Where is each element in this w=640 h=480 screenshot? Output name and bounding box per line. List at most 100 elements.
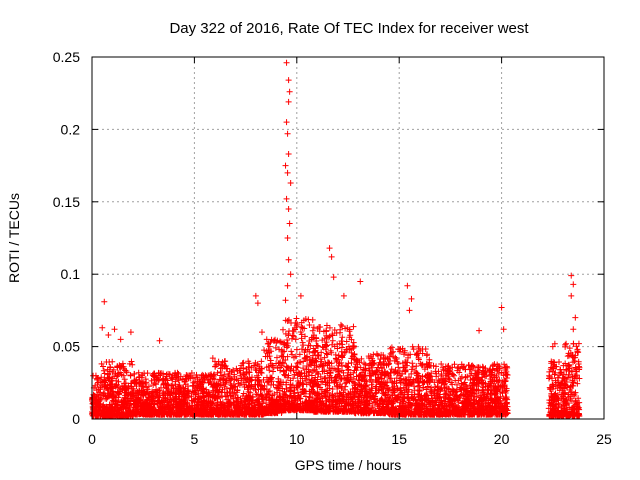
data-point bbox=[293, 346, 300, 353]
data-point bbox=[449, 401, 456, 408]
data-point bbox=[117, 369, 124, 376]
data-point bbox=[274, 389, 281, 396]
data-point bbox=[166, 371, 173, 378]
data-point bbox=[485, 411, 492, 418]
data-point bbox=[351, 350, 358, 357]
data-point bbox=[558, 369, 565, 376]
data-point bbox=[407, 351, 414, 358]
data-point bbox=[450, 387, 457, 394]
data-point bbox=[446, 392, 453, 399]
data-point bbox=[263, 386, 270, 393]
data-point bbox=[230, 395, 237, 402]
data-point bbox=[334, 390, 341, 397]
data-point bbox=[98, 374, 105, 381]
data-point bbox=[155, 406, 162, 413]
data-point bbox=[370, 393, 377, 400]
data-point bbox=[108, 407, 115, 414]
data-point bbox=[468, 370, 475, 377]
data-point bbox=[309, 327, 316, 334]
data-point bbox=[171, 372, 177, 379]
data-point bbox=[449, 411, 456, 418]
data-point bbox=[432, 397, 439, 404]
data-point bbox=[163, 373, 170, 380]
data-point bbox=[201, 399, 208, 406]
data-point bbox=[457, 375, 464, 382]
data-point bbox=[304, 346, 311, 353]
data-point bbox=[374, 400, 381, 407]
data-point bbox=[223, 377, 230, 384]
data-point bbox=[349, 398, 356, 405]
data-point bbox=[485, 387, 492, 394]
data-point bbox=[283, 386, 290, 393]
data-point bbox=[268, 375, 275, 382]
data-point bbox=[355, 409, 362, 416]
data-point bbox=[290, 328, 297, 335]
data-point bbox=[431, 402, 438, 409]
data-point bbox=[305, 342, 312, 349]
data-point bbox=[464, 399, 471, 406]
data-point bbox=[292, 398, 299, 405]
data-point bbox=[343, 338, 350, 345]
data-point bbox=[97, 378, 104, 385]
data-point bbox=[266, 378, 273, 385]
data-point bbox=[208, 381, 215, 388]
data-point bbox=[476, 364, 483, 371]
data-point bbox=[193, 371, 200, 378]
data-point bbox=[393, 355, 400, 362]
data-point bbox=[125, 385, 132, 392]
data-point bbox=[437, 388, 444, 395]
data-point bbox=[393, 394, 400, 401]
data-point bbox=[365, 408, 372, 415]
data-point bbox=[390, 410, 397, 417]
data-point bbox=[189, 406, 196, 413]
data-point bbox=[323, 322, 330, 329]
data-point bbox=[316, 328, 323, 335]
data-point bbox=[320, 344, 327, 351]
data-point bbox=[362, 405, 369, 412]
data-point bbox=[469, 389, 476, 396]
data-point bbox=[432, 383, 439, 390]
data-point bbox=[109, 381, 116, 388]
data-point bbox=[154, 398, 161, 405]
data-point bbox=[500, 395, 507, 402]
data-point bbox=[181, 400, 188, 407]
data-point bbox=[408, 408, 415, 415]
data-point bbox=[160, 370, 167, 377]
data-point bbox=[386, 386, 393, 393]
data-point bbox=[402, 368, 409, 375]
data-point bbox=[199, 371, 206, 378]
data-point bbox=[262, 406, 269, 413]
data-point bbox=[331, 326, 338, 333]
data-point bbox=[390, 397, 397, 404]
data-point bbox=[329, 337, 336, 344]
data-point bbox=[113, 411, 120, 418]
data-point bbox=[248, 383, 255, 390]
data-point bbox=[445, 368, 452, 375]
data-point bbox=[370, 398, 377, 405]
data-point bbox=[174, 404, 181, 411]
data-point bbox=[361, 406, 368, 413]
data-point bbox=[199, 389, 206, 396]
data-point bbox=[402, 411, 409, 418]
data-point bbox=[411, 387, 418, 394]
data-point bbox=[306, 393, 313, 400]
data-point bbox=[141, 388, 148, 395]
data-point bbox=[221, 389, 228, 396]
data-point bbox=[155, 369, 162, 376]
data-point bbox=[122, 380, 129, 387]
data-point bbox=[101, 390, 108, 397]
data-point bbox=[144, 370, 151, 377]
data-point bbox=[297, 328, 304, 335]
data-point bbox=[281, 348, 288, 355]
data-point bbox=[122, 389, 129, 396]
data-point bbox=[172, 378, 179, 385]
data-point bbox=[245, 408, 252, 415]
data-point bbox=[237, 395, 244, 402]
data-point bbox=[212, 382, 219, 389]
data-point bbox=[420, 384, 427, 391]
data-point bbox=[169, 382, 176, 389]
data-point bbox=[302, 354, 309, 361]
data-point bbox=[376, 408, 383, 415]
data-point bbox=[326, 396, 333, 403]
data-point bbox=[216, 388, 223, 395]
